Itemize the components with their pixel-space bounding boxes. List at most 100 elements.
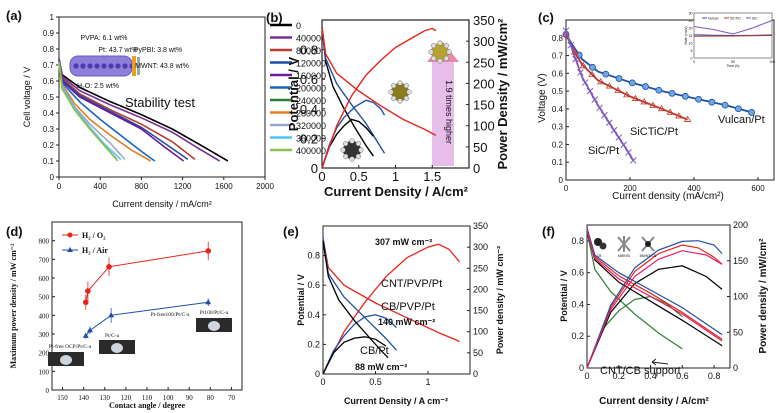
marker-sictic [649, 101, 657, 108]
inset-x-label: Time (h) [727, 64, 740, 68]
y-tick-label-d: 0 [46, 387, 50, 395]
inset-legend-label: SiC [752, 17, 758, 21]
particle-bead [446, 49, 452, 55]
legend-label-a: 280000 [296, 109, 326, 119]
inset-line-SiCTiC [693, 35, 773, 37]
polarization-line-f-pink [586, 229, 723, 342]
y2-tick-label-f: 100 [733, 292, 748, 302]
fibre-ring-2 [137, 57, 140, 75]
droplet-1 [111, 343, 123, 353]
x-axis-label-b: Current Density / A/cm² [324, 184, 469, 199]
series-line-b-pol_blue [321, 27, 386, 154]
panel-b: (b) 1.9 times higher00.20.40.60.80501001… [266, 10, 510, 199]
y2-tick-label-e: 250 [473, 263, 488, 273]
y2-axis-label-e: Power density / mW cm⁻² [495, 246, 505, 354]
marker-vulcan [602, 70, 610, 78]
polarization-line-e [322, 237, 460, 342]
fibre-bead [73, 63, 79, 69]
inset-y-tick: 20 [689, 27, 693, 31]
x-axis-label-f: Current density / A/cm² [599, 396, 709, 407]
inset-legend-label: Vulcan [708, 17, 719, 21]
x-tick-label-b: 1 [392, 169, 399, 184]
x-tick-label-d: 130 [100, 394, 111, 402]
panel-e: (e) 0 0.2 0.4 0.6 0.8 0 50 100 150 200 250 300 350 0 0… [283, 221, 505, 406]
y-tick-label-c: 0.1 [552, 158, 564, 167]
annotation-cb: CB/Pt [360, 345, 389, 357]
particle-bead [388, 89, 394, 95]
particle-bead [406, 89, 412, 95]
y2-axis-label-f: Power density / mW/cm² [758, 238, 769, 354]
marker-sic [596, 104, 603, 112]
y-tick-label-f: 0.2 [571, 331, 584, 341]
x-tick-label-c: 600 [751, 184, 765, 193]
icon-mwnt [617, 236, 631, 252]
fibre-bead [122, 63, 128, 69]
particle-bead [340, 147, 346, 153]
x-tick-label-b: 0.5 [350, 169, 368, 184]
x-tick-label-e: 1 [425, 377, 430, 387]
icon-label-3: MWNT/CB [640, 254, 657, 258]
legend-label-a: 120000 [296, 59, 326, 69]
y-tick-label-f: 0 [579, 363, 584, 373]
y-tick-label-a: 0.1 [43, 157, 55, 166]
droplet-0 [60, 355, 72, 365]
y-tick-label-d: 500 [39, 294, 50, 302]
polarization-line-e [322, 240, 389, 359]
marker-sic [625, 149, 632, 156]
x-tick-label-f: 0.4 [644, 371, 657, 381]
y-tick-label-d: 400 [39, 312, 50, 320]
panel-e-label: (e) [283, 224, 299, 239]
inset-y-tick: 0 [691, 57, 693, 61]
annotation-h2o: H₂O: 2.5 wt% [77, 83, 119, 90]
series-line-d [85, 250, 209, 303]
panel-d-label: (d) [6, 224, 23, 239]
inset-y-tick: 5 [691, 49, 693, 53]
marker-sic [591, 96, 599, 103]
inset-line-SiC [693, 20, 773, 35]
particle-bead [403, 83, 409, 89]
annotation-mwnt: MWNT: 43.8 wt% [135, 63, 189, 70]
annotation-peak-red: 307 mW cm⁻² [375, 237, 432, 247]
marker-vulcan [589, 63, 596, 71]
x-tick-label-c: 200 [623, 184, 637, 193]
marker-d-o2 [106, 264, 112, 270]
y-tick-label-e: 0.4 [307, 310, 320, 320]
point-label-d: Pt-free OCP/Pt/C-a [49, 343, 92, 350]
y-tick-label-c: 0.3 [552, 123, 564, 132]
y-tick-label-e: 0.6 [307, 280, 320, 290]
legend-label-a: 0 [296, 21, 301, 31]
marker-sic [567, 41, 575, 49]
particle-bead [437, 40, 443, 46]
panel-a: (a) 0 0.1 0.2 0.3 0.4 0.5 0.6 0.7 0.8 0.9 1 0 400 800… [6, 8, 326, 209]
marker-sic [601, 111, 608, 119]
panel-b-label: (b) [266, 10, 283, 25]
annotation-peak-blue: 140 mW cm⁻² [378, 317, 435, 327]
marker-sictic [657, 104, 666, 112]
x-tick-label-a: 0 [57, 182, 62, 191]
marker-sic [610, 126, 618, 134]
y-tick-label-b: 0.2 [300, 131, 318, 146]
particle-0 [343, 141, 361, 159]
inset-x-tick: 100 [769, 60, 775, 64]
particle-bead [391, 95, 397, 101]
y2-tick-label-b: 150 [473, 98, 495, 113]
y-tick-label-f: 0.8 [571, 236, 584, 246]
series-line-d [85, 301, 209, 337]
power-line-e [322, 336, 387, 375]
x-tick-label-d: 120 [121, 394, 132, 402]
marker-sic [629, 157, 637, 164]
annotation-pt: Pt: 43.7 wt% [98, 47, 137, 54]
x-tick-label-d: 150 [57, 394, 68, 402]
inset-x-tick: 0 [693, 60, 695, 64]
marker-d-air [82, 332, 89, 338]
x-tick-label-c: 0 [564, 184, 569, 193]
marker-sictic [605, 82, 614, 89]
y2-tick-label-f: 0 [733, 363, 738, 373]
particle-bead [391, 83, 397, 89]
series-line-b-pol_black [321, 27, 374, 157]
series-line-a-400000 [58, 63, 119, 162]
x-tick-label-b: 1.5 [423, 169, 441, 184]
marker-d-air [108, 312, 115, 318]
x-tick-label-f: 0 [584, 371, 589, 381]
legend-label-d: H₂ / Air [82, 246, 108, 255]
